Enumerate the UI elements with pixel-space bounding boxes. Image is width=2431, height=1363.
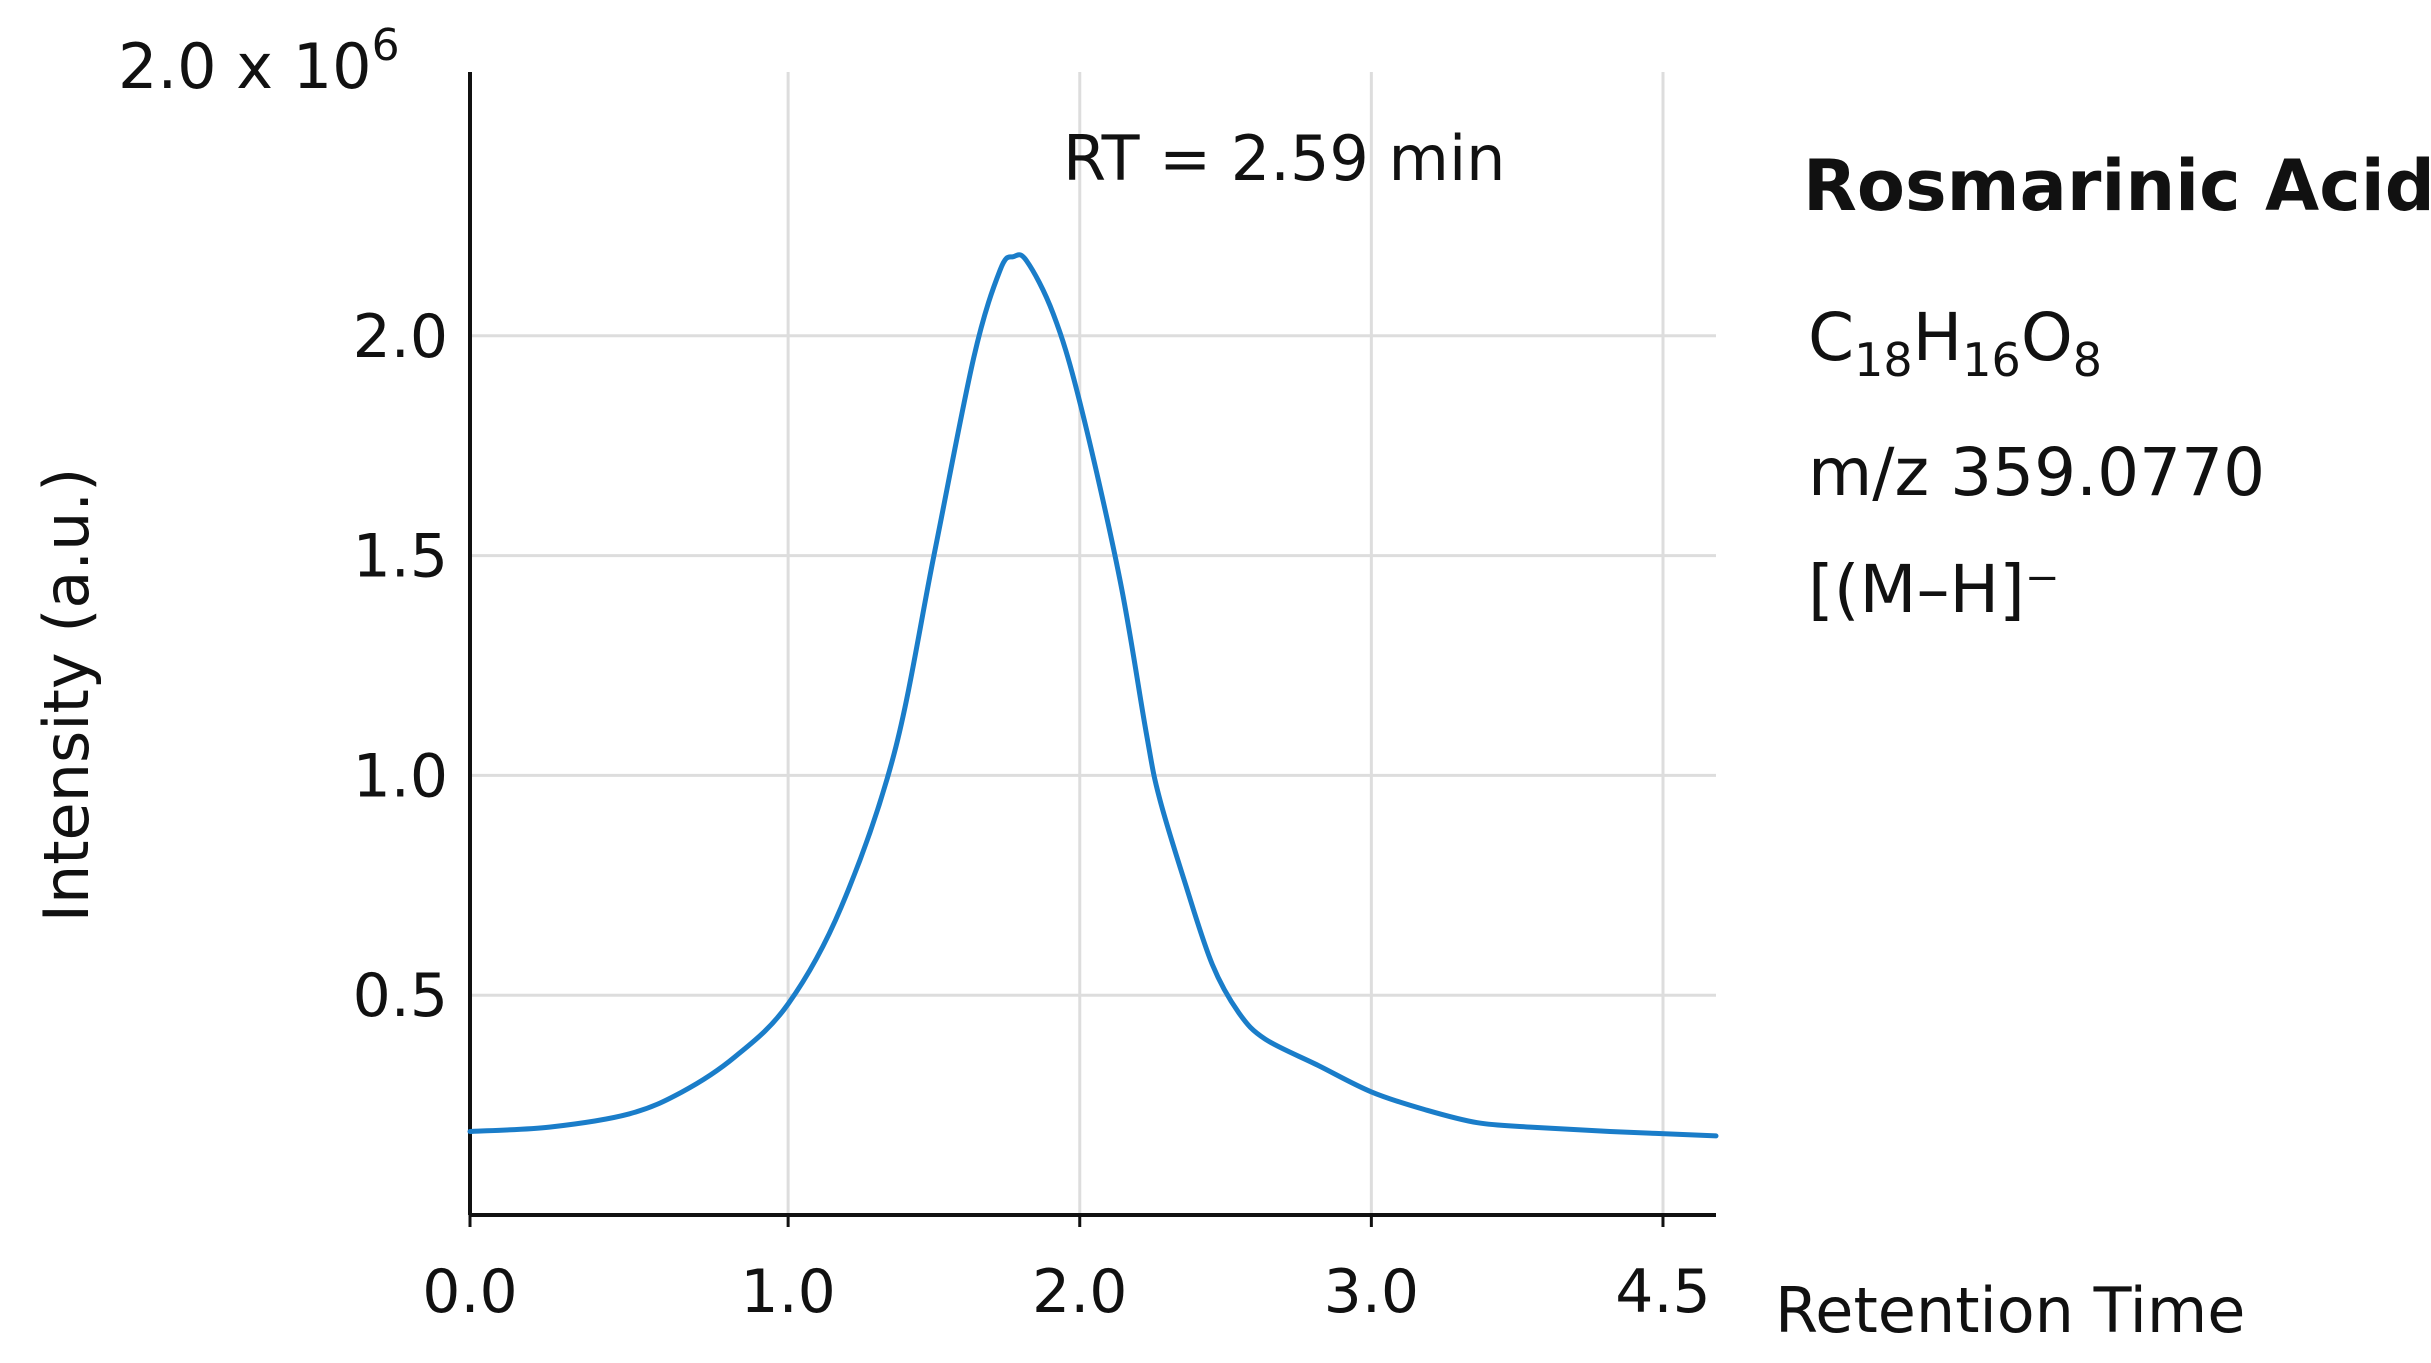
grid-layer — [470, 72, 1716, 1215]
tick-layer: 0.0 1.0 2.0 3.0 4.5 0.5 1.0 1.5 2.0 — [353, 302, 1711, 1327]
y-axis-title: Intensity (a.u.) — [30, 468, 103, 923]
x-tick-label: 3.0 — [1324, 1257, 1419, 1327]
y-scale-exponent: 6 — [372, 20, 400, 71]
x-tick-label: 2.0 — [1032, 1257, 1127, 1327]
x-tick-label: 0.0 — [422, 1257, 517, 1327]
y-tick-label: 1.0 — [353, 741, 448, 811]
molecular-formula: C18H16O8 — [1808, 299, 2102, 387]
intensity-curve — [467, 252, 1719, 1139]
formula-subscript: 8 — [2073, 333, 2102, 387]
x-tick-label: 4.5 — [1615, 1257, 1710, 1327]
compound-name: Rosmarinic Acid — [1803, 145, 2431, 227]
formula-element: C — [1808, 299, 1854, 376]
rt-annotation: RT = 2.59 min — [1063, 122, 1505, 195]
x-axis-title: Retention Time — [1775, 1274, 2245, 1347]
y-scale-label: 2.0 x 106 — [118, 20, 400, 103]
y-tick-label: 1.5 — [353, 522, 448, 592]
formula-element: O — [2021, 299, 2073, 376]
ion-type: [(M–H]⁻ — [1808, 551, 2060, 628]
mz-value: m/z 359.0770 — [1808, 434, 2265, 511]
y-tick-label: 0.5 — [353, 961, 448, 1031]
formula-subscript: 18 — [1854, 333, 1913, 387]
formula-subscript: 16 — [1962, 333, 2021, 387]
formula-element: H — [1913, 299, 1963, 376]
x-tick-label: 1.0 — [740, 1257, 835, 1327]
y-tick-label: 2.0 — [353, 302, 448, 372]
